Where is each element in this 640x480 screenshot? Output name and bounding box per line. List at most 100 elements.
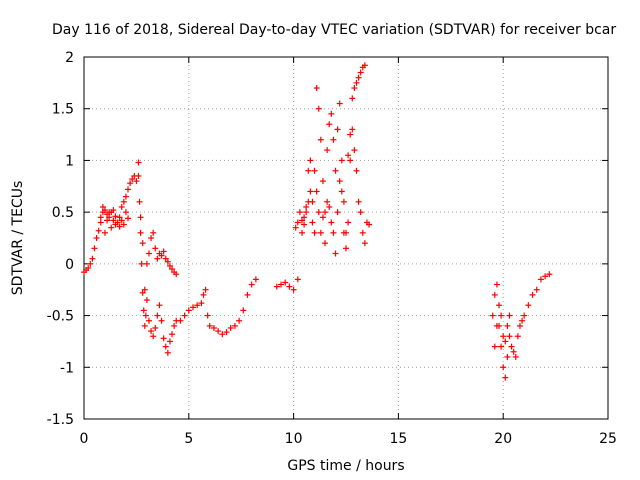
data-point xyxy=(349,95,356,102)
data-point xyxy=(116,223,123,230)
data-point xyxy=(189,304,196,311)
data-point xyxy=(110,217,117,224)
data-point xyxy=(95,227,102,234)
data-point xyxy=(322,209,329,216)
data-point xyxy=(493,281,500,288)
x-tick-label: 25 xyxy=(599,431,617,447)
data-point xyxy=(231,322,238,329)
data-point xyxy=(498,343,505,350)
data-point xyxy=(177,317,184,324)
data-point xyxy=(108,224,115,231)
data-point xyxy=(533,286,540,293)
data-point xyxy=(307,188,314,195)
data-point xyxy=(93,235,100,241)
data-point xyxy=(143,260,150,267)
data-point xyxy=(498,312,505,319)
data-point xyxy=(343,245,349,252)
data-point xyxy=(328,110,335,117)
data-point xyxy=(366,221,373,228)
data-point xyxy=(351,147,358,154)
data-point xyxy=(112,213,119,220)
y-axis-label: SDTVAR / TECUs xyxy=(10,181,26,296)
data-point xyxy=(158,317,165,324)
data-point xyxy=(244,291,251,298)
data-point xyxy=(542,273,549,280)
data-point xyxy=(489,312,496,319)
data-point xyxy=(106,209,113,216)
data-point xyxy=(315,209,322,216)
data-point xyxy=(496,302,503,309)
data-point xyxy=(101,207,108,214)
data-point xyxy=(169,266,176,273)
y-tick-label: -1.5 xyxy=(47,412,74,428)
data-point xyxy=(141,286,148,293)
data-point xyxy=(162,343,169,350)
data-point xyxy=(139,289,146,296)
data-point xyxy=(136,198,143,205)
data-point xyxy=(185,307,192,314)
data-point xyxy=(181,312,188,319)
data-point xyxy=(133,178,140,185)
data-point xyxy=(546,271,553,278)
data-point xyxy=(227,324,234,331)
y-tick-label: 0 xyxy=(65,257,74,273)
data-point xyxy=(334,126,341,133)
data-point xyxy=(138,260,145,267)
data-point xyxy=(508,343,515,350)
data-point xyxy=(248,281,255,288)
data-point xyxy=(169,331,176,338)
data-point xyxy=(330,229,337,236)
data-point xyxy=(298,217,305,224)
data-point xyxy=(326,203,333,210)
data-point xyxy=(150,229,157,236)
data-point xyxy=(296,209,303,216)
data-point xyxy=(294,276,301,283)
data-point xyxy=(504,353,511,360)
data-point xyxy=(521,312,528,319)
data-point xyxy=(135,172,142,179)
data-point xyxy=(313,188,320,195)
data-point xyxy=(338,188,345,195)
data-point xyxy=(353,79,360,86)
data-point xyxy=(200,291,207,298)
data-point xyxy=(122,209,129,216)
data-point xyxy=(120,221,127,228)
data-point xyxy=(355,198,362,205)
data-point xyxy=(137,214,144,221)
data-point xyxy=(305,198,312,205)
y-tick-label: -1 xyxy=(60,360,74,376)
data-point xyxy=(156,302,163,309)
data-point xyxy=(359,229,366,236)
data-point xyxy=(307,157,314,164)
data-point xyxy=(491,291,498,298)
data-point xyxy=(142,312,149,319)
data-point xyxy=(519,317,526,324)
data-point xyxy=(198,300,205,307)
x-axis: 0 5 10 15 20 25 xyxy=(80,57,617,447)
data-point xyxy=(345,219,352,226)
data-point xyxy=(357,209,364,216)
data-point xyxy=(139,240,146,247)
data-point xyxy=(514,333,521,340)
data-points xyxy=(81,62,553,381)
data-point xyxy=(125,186,132,193)
data-point xyxy=(305,167,312,174)
data-point xyxy=(502,338,509,345)
data-point xyxy=(502,374,509,381)
data-point xyxy=(140,307,147,314)
data-point xyxy=(319,214,326,221)
data-point xyxy=(351,85,358,92)
data-point xyxy=(106,214,113,221)
data-point xyxy=(204,312,211,319)
data-point xyxy=(332,167,339,174)
y-tick-label: 1 xyxy=(65,153,74,169)
grid xyxy=(84,57,608,419)
data-point xyxy=(529,291,536,298)
data-point xyxy=(85,264,92,271)
y-tick-label: -0.5 xyxy=(47,309,74,325)
data-point xyxy=(338,157,345,164)
data-point xyxy=(166,262,173,269)
data-point xyxy=(97,219,104,226)
data-point xyxy=(129,176,136,183)
data-point xyxy=(143,297,150,304)
